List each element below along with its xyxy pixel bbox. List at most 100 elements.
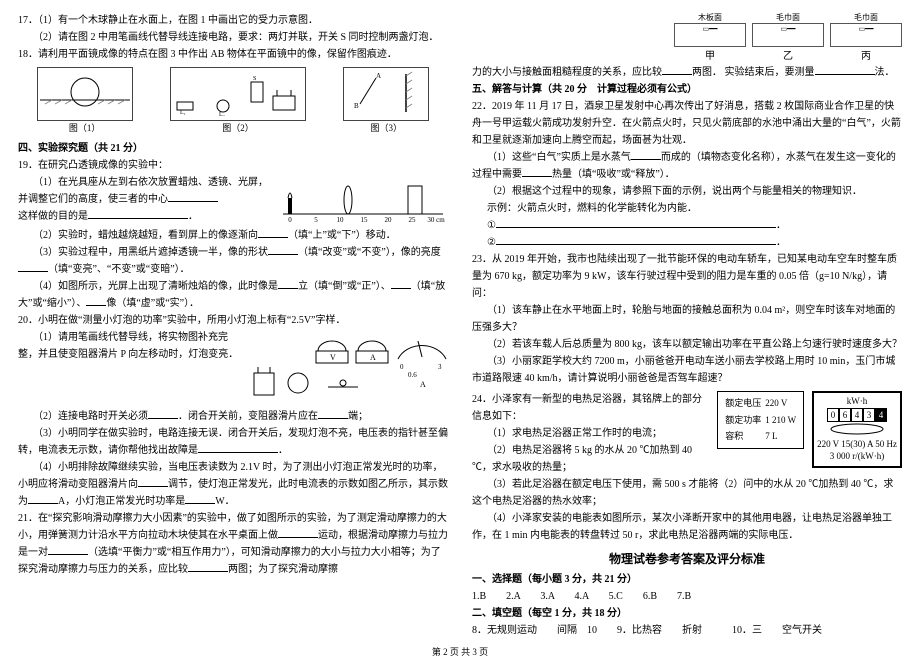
q20-4d: W． xyxy=(215,496,234,507)
figure-2: L₁ L₂ S 图（2） xyxy=(170,67,306,134)
q19-1b: 这样做的目的是． xyxy=(18,208,272,225)
q19-2: （2）实验时，蜡烛越烧越短，看到屏上的像逐渐向 （填“上”或“下”）移动． xyxy=(18,227,448,244)
q21-cont2: 两图． 实验结束后，要测量 xyxy=(692,67,815,78)
sphere-water-icon xyxy=(40,70,130,116)
q20-3: （3）小明同学在做实验时，电路连接无误．闭合开关后，发现灯泡不亮，电压表的指针甚… xyxy=(18,425,448,459)
kwh-spec2: 3 000 r/(kW·h) xyxy=(817,451,897,463)
ans-row2: 8．无规则运动 间隔 10 9．比热容 折射 10．三 空气开关 xyxy=(472,622,902,639)
kwh-d4: 4 xyxy=(875,408,887,422)
q23-1: （1）该车静止在水平地面上时，轮胎与地面的接触总面积为 0.04 m²，则空车时… xyxy=(472,302,902,336)
q19-4b: 立（填“倒”或“正”）、 xyxy=(298,281,391,292)
svg-text:V: V xyxy=(330,353,336,362)
q19-3b: （填“改变”或“不变”），像的亮度 xyxy=(298,247,441,258)
fig3-label: 图（3） xyxy=(343,121,429,134)
q19-1b-text: 这样做的目的是 xyxy=(18,211,88,222)
q19-stem: 19．在研究凸透镜成像的实验中： xyxy=(18,157,448,174)
kwh-spec: 220 V 15(30) A 50 Hz xyxy=(817,439,897,451)
surface-figures: 木板面 ▭━━ 甲 毛巾面 ▭━━ 乙 毛巾面 ▭━━ 丙 xyxy=(472,12,902,62)
q22-example: 示例：火箭点火时，燃料的化学能转化为内能． xyxy=(472,200,902,217)
svg-text:L₁: L₁ xyxy=(180,110,186,116)
svg-text:5: 5 xyxy=(314,216,318,224)
q19-4-text: （4）如图所示，光屏上出现了清晰烛焰的像，此时像是 xyxy=(33,281,278,292)
q19-2-text: （2）实验时，蜡烛越烧越短，看到屏上的像逐渐向 xyxy=(33,230,258,241)
q24-stem: 24．小泽家有一新型的电热足浴器，其铭牌上的部分信息如下： xyxy=(472,391,709,425)
q17-1: 17．（1）有一个木球静止在水面上，在图 1 中画出它的受力示意图． xyxy=(18,12,448,29)
q20-2c: 端； xyxy=(348,411,368,422)
meter-disk-icon xyxy=(827,422,887,436)
svg-text:A: A xyxy=(376,72,381,80)
surf-b-label: 毛巾面 xyxy=(752,12,824,23)
q23-2: （2）若该车载人后总质量为 800 kg，该车以额定输出功率在平直公路上匀速行驶… xyxy=(472,336,902,353)
q24-4: （4）小泽家安装的电能表如图所示，某次小泽断开家中的其他用电器，让电热足浴器单独… xyxy=(472,510,902,544)
q20-4c: A，小灯泡正常发光时功率是 xyxy=(58,496,185,507)
figure-1: 图（1） xyxy=(37,67,133,134)
figure-3: A B 图（3） xyxy=(343,67,429,134)
q19-3c: （填“变亮”、“不变”或“变暗”）． xyxy=(48,264,190,275)
q22-answer-2: ②． xyxy=(472,234,902,251)
q19-1-text: （1）在光具座从左到右依次放置蜡烛、透镜、光屏，并调整它们的高度，使三者的中心 xyxy=(18,177,268,205)
q17-2: （2）请在图 2 中用笔画线代替导线连接电路，要求：两灯并联，开关 S 同时控制… xyxy=(18,29,448,46)
svg-text:0: 0 xyxy=(400,363,404,371)
q19-3-text: （3）实验过程中，用黑纸片遮掉透镜一半，像的形状 xyxy=(33,247,268,258)
svg-text:0.6: 0.6 xyxy=(408,371,417,379)
q20-2: （2）连接电路时开关必须．闭合开关前，变阻器滑片应在端； xyxy=(18,408,448,425)
q21-cont-text: 力的大小与接触面粗糙程度的关系，应比较 xyxy=(472,67,662,78)
surf-b: ▭━━ xyxy=(752,23,824,47)
np-r3: 容积 xyxy=(724,429,762,444)
np-r2: 额定功率 xyxy=(724,413,762,428)
q24-2: （2）电热足浴器将 5 kg 的水从 20 ℃加热到 40 ℃，求水吸收的热量； xyxy=(472,442,709,476)
circuit-icon: L₁ L₂ S xyxy=(173,70,303,116)
q22-2: （2）根据这个过程中的现象，请参照下面的示例，说出两个与能量相关的物理知识． xyxy=(472,183,902,200)
surf-a-sub: 甲 xyxy=(674,47,746,62)
figure-row-1: 图（1） L₁ L₂ S 图（2） xyxy=(18,67,448,134)
q22-a-label: ① xyxy=(487,220,496,231)
kwh-d1: 6 xyxy=(839,408,851,422)
q24-3: （3）若此足浴器在额定电压下使用，需 500 s 才能将（2）问中的水从 20 … xyxy=(472,476,902,510)
surf-c: ▭━━ xyxy=(830,23,902,47)
q20-3b: ． xyxy=(278,445,288,456)
q21-d: 两图；为了探究滑动摩擦 xyxy=(228,564,338,575)
mirror-icon: A B xyxy=(346,70,426,116)
q18: 18．请利用平面镜成像的特点在图 3 中作出 AB 物体在平面镜中的像，保留作图… xyxy=(18,46,448,63)
q19-2-hint: （填“上”或“下”）移动． xyxy=(288,230,396,241)
q22-1: （1）这些“白气”实质上是水蒸气而成的（填物态变化名称），水蒸气在发生这一变化的… xyxy=(472,149,902,183)
q22-b-label: ② xyxy=(487,237,496,248)
page-footer: 第 2 页 共 3 页 xyxy=(18,645,902,658)
q24-row: 24．小泽家有一新型的电热足浴器，其铭牌上的部分信息如下： （1）求电热足浴器正… xyxy=(472,391,902,476)
kwh-d2: 4 xyxy=(851,408,863,422)
kwh-digits: 06434 xyxy=(817,408,897,422)
fig2-label: 图（2） xyxy=(170,121,306,134)
svg-text:15: 15 xyxy=(361,216,369,224)
kwh-d0: 0 xyxy=(827,408,839,422)
svg-text:25: 25 xyxy=(409,216,417,224)
surf-b-sub: 乙 xyxy=(752,47,824,62)
q22-stem: 22．2019 年 11 月 17 日，酒泉卫星发射中心再次传出了好消息，搭载 … xyxy=(472,98,902,149)
svg-text:A: A xyxy=(420,380,426,389)
q20-1: （1）请用笔画线代替导线，将实物图补充完整，并且使变阻器滑片 P 向左移动时，灯… xyxy=(18,329,242,363)
q20-stem: 20．小明在做“测量小灯泡的功率”实验中，所用小灯泡上标有“2.5V”字样． xyxy=(18,312,448,329)
q19-4: （4）如图所示，光屏上出现了清晰烛焰的像，此时像是立（填“倒”或“正”）、（填“… xyxy=(18,278,448,312)
q20-2b: ．闭合开关前，变阻器滑片应在 xyxy=(178,411,318,422)
fig1-label: 图（1） xyxy=(37,121,133,134)
svg-text:A: A xyxy=(370,353,376,362)
np-r1: 额定电压 xyxy=(724,396,762,411)
svg-text:S: S xyxy=(253,76,256,82)
nameplate-table: 额定电压220 V 额定功率1 210 W 容积7 L xyxy=(717,391,804,449)
ans-sec2: 二、填空题（每空 1 分，共 18 分） xyxy=(472,605,902,622)
np-v2: 1 210 W xyxy=(764,413,797,428)
q21-cont: 力的大小与接触面粗糙程度的关系，应比较两图． 实验结束后，要测量法． xyxy=(472,64,902,81)
svg-text:30 cm: 30 cm xyxy=(427,216,445,224)
surf-a: ▭━━ xyxy=(674,23,746,47)
svg-text:10: 10 xyxy=(337,216,345,224)
bench-icon: 0510 15202530 cm xyxy=(278,174,448,224)
q23-3: （3）小丽家距学校大约 7200 m，小丽爸爸开电动车送小丽去学校路上用时 10… xyxy=(472,353,902,387)
np-v1: 220 V xyxy=(764,396,797,411)
svg-text:0: 0 xyxy=(288,216,292,224)
svg-text:B: B xyxy=(354,102,359,110)
section-5-title: 五、解答与计算（共 20 分 计算过程必须有公式） xyxy=(472,81,902,98)
svg-text:3: 3 xyxy=(438,363,442,371)
q21: 21．在“探究影响滑动摩擦力大小因素”的实验中，做了如图所示的实验，为了测定滑动… xyxy=(18,510,448,578)
ans-row1: 1.B 2.A 3.A 4.A 5.C 6.B 7.B xyxy=(472,588,902,605)
surf-c-label: 毛巾面 xyxy=(830,12,902,23)
kwh-d3: 3 xyxy=(863,408,875,422)
